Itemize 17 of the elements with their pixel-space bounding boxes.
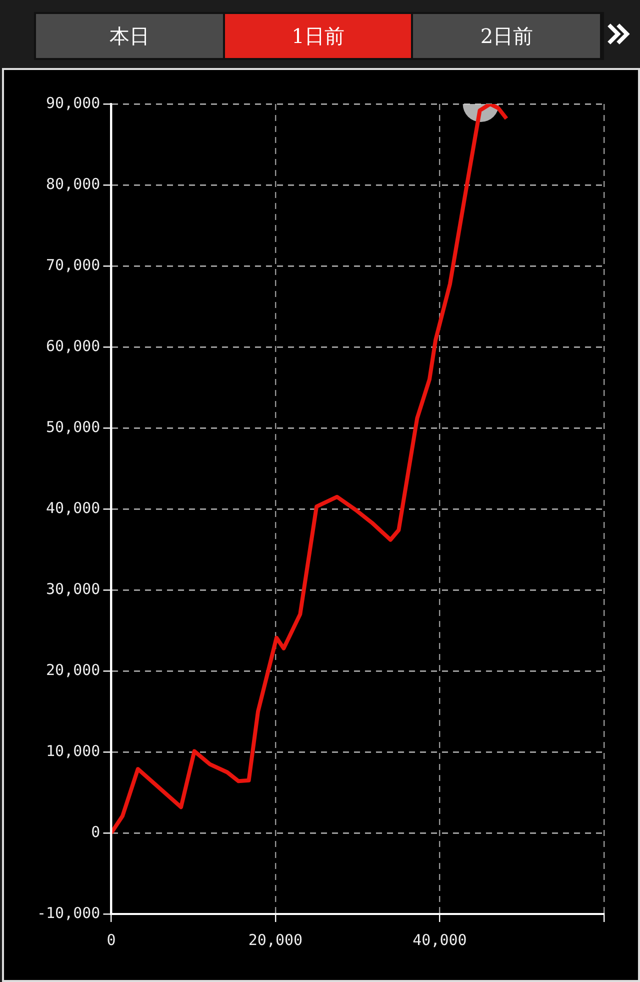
y-tick-label: 80,000 <box>46 174 100 193</box>
y-tick-label: 50,000 <box>46 418 100 436</box>
x-tick-label: 20,000 <box>248 930 303 949</box>
y-tick-label: 60,000 <box>46 336 100 355</box>
text: 2日前 <box>413 14 602 58</box>
y-tick-label: 30,000 <box>46 580 100 598</box>
y-tick-label: 20,000 <box>46 660 100 679</box>
x-tick-label: 0 <box>106 930 116 949</box>
y-tick-label: -10,000 <box>36 904 100 922</box>
y-tick-label: 0 <box>91 822 100 841</box>
text: 1日前 <box>224 14 414 58</box>
y-tick-label: 40,000 <box>46 498 100 517</box>
y-tick-label: 10,000 <box>46 742 100 760</box>
x-tick-label: 40,000 <box>412 930 467 949</box>
y-tick-label: 70,000 <box>46 256 100 274</box>
y-tick-label: 90,000 <box>46 94 100 112</box>
text: 本日 <box>36 14 225 58</box>
